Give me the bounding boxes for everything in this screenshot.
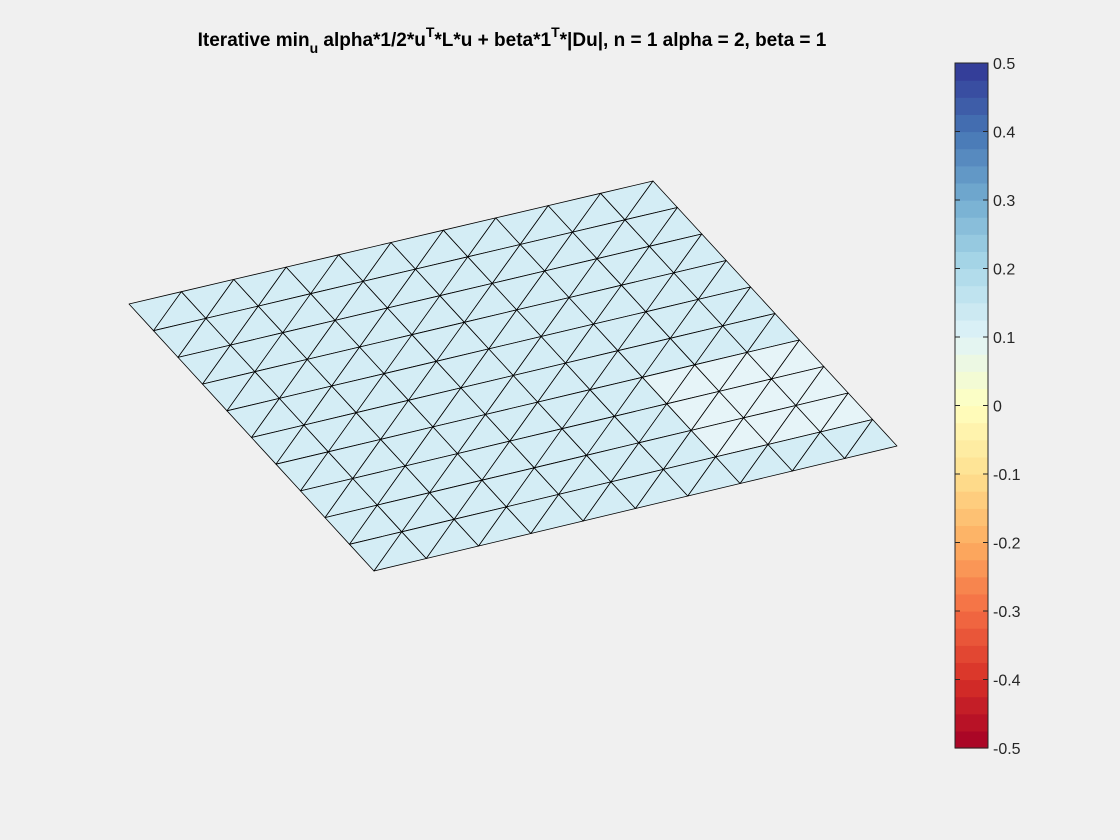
colorbar-cell: [955, 508, 988, 526]
colorbar-tick-label: 0.3: [993, 193, 1015, 210]
colorbar-cell: [955, 405, 988, 424]
colorbar-cell: [955, 422, 988, 441]
colorbar-cell: [955, 217, 988, 235]
colorbar-cell: [955, 251, 988, 270]
colorbar-tick-label: -0.2: [993, 536, 1021, 553]
title-part: *L*u + beta*1: [434, 30, 551, 51]
colorbar-tick-label: 0.4: [993, 125, 1015, 142]
colorbar-cells: [955, 63, 988, 749]
colorbar-cell: [955, 696, 988, 715]
colorbar-cell: [955, 302, 988, 321]
colorbar-cell: [955, 114, 988, 133]
colorbar-cell: [955, 148, 988, 167]
colorbar-cell: [955, 268, 988, 287]
colorbar-cell: [955, 730, 988, 749]
colorbar-cell: [955, 371, 988, 389]
colorbar-cell: [955, 337, 988, 355]
title-part: T: [551, 24, 560, 40]
title-part: T: [426, 24, 435, 40]
colorbar-tick-label: -0.3: [993, 604, 1021, 621]
colorbar-tick-label: -0.4: [993, 673, 1021, 690]
colorbar-cell: [955, 354, 988, 372]
colorbar-cell: [955, 662, 988, 681]
title-part: *|Du|, n = 1 alpha = 2, beta = 1: [560, 30, 827, 51]
colorbar-cell: [955, 63, 988, 81]
colorbar-cell: [955, 628, 988, 646]
colorbar-cell: [955, 131, 988, 150]
colorbar-tick-label: 0.1: [993, 330, 1015, 347]
colorbar[interactable]: 0.5 0.4 0.3 0.2 0.1 0 -0.1 -0.2 -0.3 -0.4 -0.5: [954, 56, 1021, 758]
colorbar-cell: [955, 525, 988, 544]
colorbar-cell: [955, 611, 988, 629]
mesh-triangle: [844, 419, 898, 459]
colorbar-tick-label: 0.5: [993, 56, 1015, 73]
colorbar-cell: [955, 182, 988, 201]
colorbar-cell: [955, 165, 988, 184]
title-part: alpha*1/2*u: [318, 30, 426, 51]
colorbar-cell: [955, 542, 988, 561]
title-part: Iterative min: [198, 30, 310, 51]
colorbar-cell: [955, 713, 988, 732]
colorbar-ticks: 0.5 0.4 0.3 0.2 0.1 0 -0.1 -0.2 -0.3 -0.4 -0.5: [955, 56, 1021, 758]
colorbar-cell: [955, 559, 988, 578]
colorbar-cell: [955, 474, 988, 492]
colorbar-cell: [955, 439, 988, 458]
surface-mesh[interactable]: [128, 180, 898, 572]
colorbar-cell: [955, 456, 988, 475]
colorbar-cell: [955, 285, 988, 304]
colorbar-cell: [955, 319, 988, 338]
colorbar-cell: [955, 576, 988, 595]
colorbar-cell: [955, 97, 988, 115]
colorbar-tick-label: 0: [993, 399, 1002, 416]
chart-title: Iterative minu alpha*1/2*uT*L*u + beta*1…: [198, 24, 827, 56]
colorbar-cell: [955, 491, 988, 509]
colorbar-cell: [955, 200, 988, 218]
colorbar-cell: [955, 645, 988, 663]
title-part: u: [310, 40, 319, 56]
colorbar-cell: [955, 593, 988, 612]
colorbar-tick-label: 0.2: [993, 262, 1015, 279]
colorbar-cell: [955, 80, 988, 98]
colorbar-cell: [955, 679, 988, 698]
colorbar-tick-label: -0.1: [993, 467, 1021, 484]
colorbar-cell: [955, 388, 988, 407]
colorbar-cell: [955, 234, 988, 252]
colorbar-tick-label: -0.5: [993, 741, 1021, 758]
